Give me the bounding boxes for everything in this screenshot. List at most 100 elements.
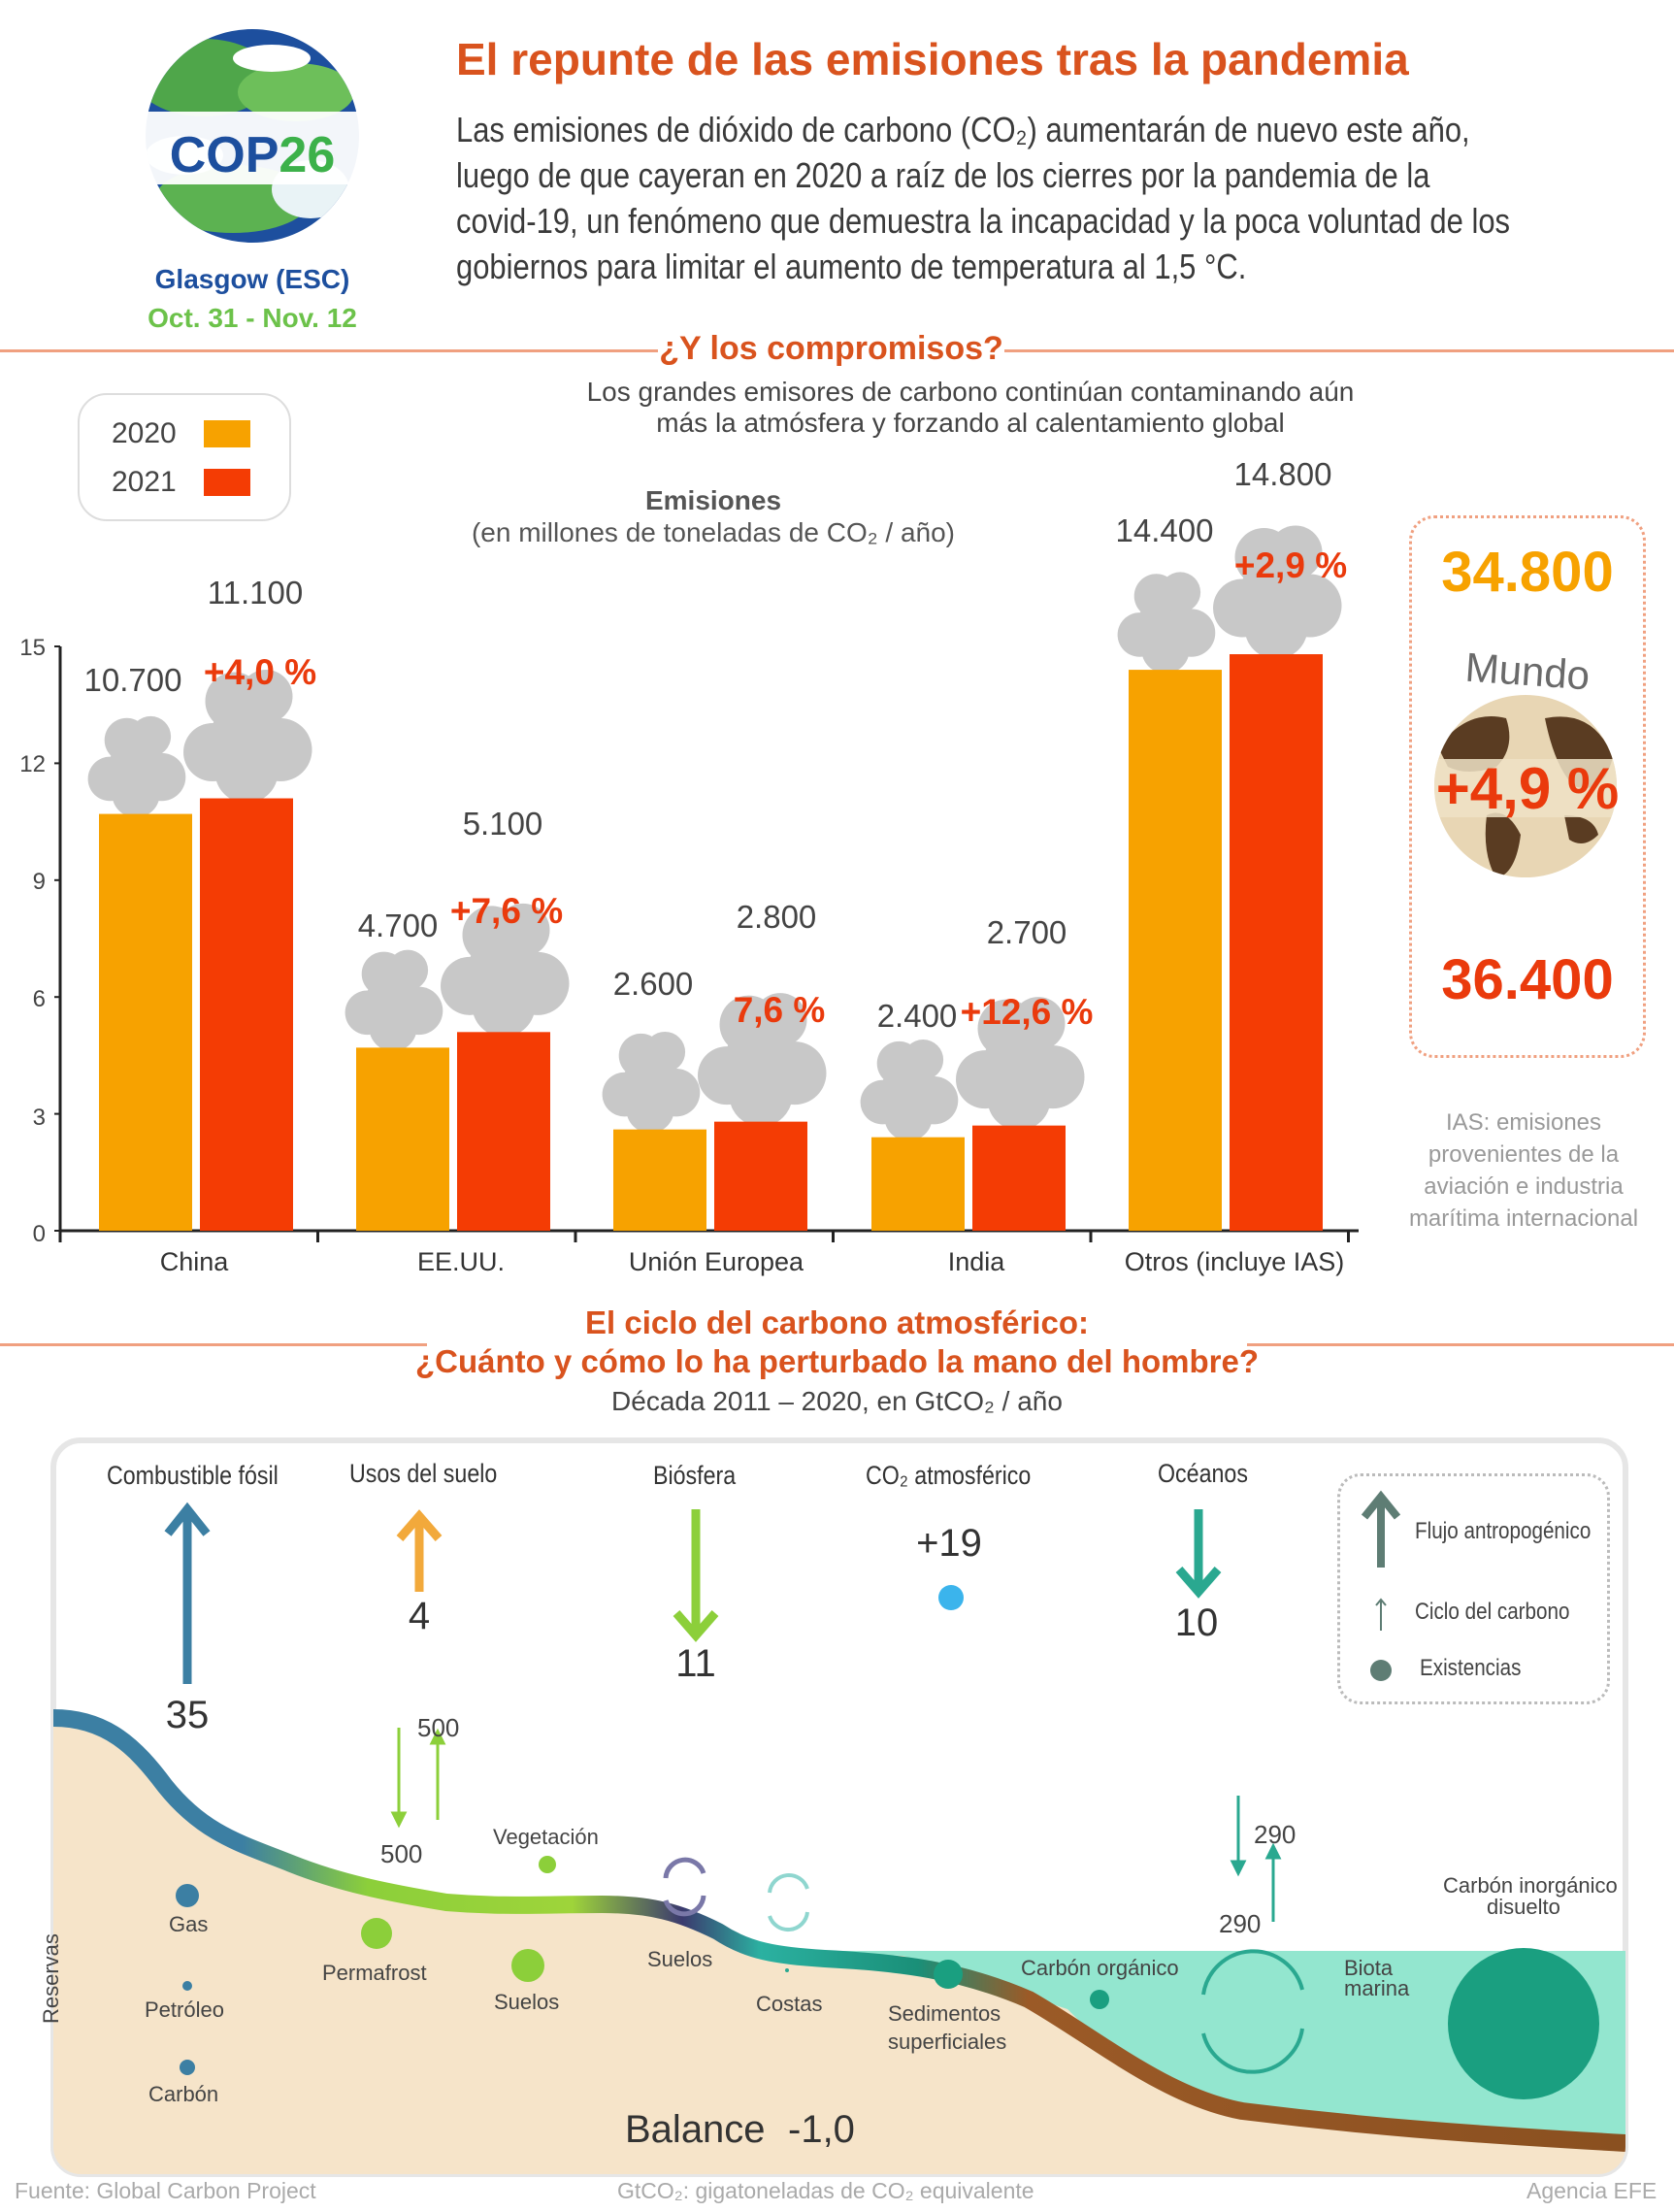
- bar-2020: [99, 813, 192, 1231]
- flow-label-land: Usos del suelo: [349, 1459, 498, 1488]
- intro-line: Las emisiones de dióxido de carbono (CO₂…: [456, 110, 1470, 149]
- y-tick: 6: [32, 986, 46, 1012]
- flow-label-ocean: Océanos: [1158, 1459, 1248, 1488]
- oil-stock-icon: [182, 1981, 192, 1991]
- flow-label-fossil: Combustible fósil: [107, 1461, 279, 1490]
- section-subtitle: Los grandes emisores de carbono continúa…: [586, 377, 1355, 407]
- bar-value-label: 2.600: [612, 966, 694, 1002]
- bar-value-label: 10.700: [83, 662, 182, 698]
- intro-line: luego de que cayeran en 2020 a raíz de l…: [456, 155, 1430, 195]
- y-tick: 12: [19, 751, 46, 777]
- bar-2021: [1230, 654, 1323, 1231]
- bar-value-label: 2.400: [876, 998, 958, 1034]
- source-footer: Fuente: Global Carbon Project: [15, 2178, 316, 2203]
- section-divider: [1004, 349, 1674, 352]
- legend-stocks-label: Existencias: [1420, 1655, 1522, 1681]
- world-globe-icon: [1434, 695, 1617, 877]
- bar-value-label: 11.100: [207, 575, 304, 611]
- smoke-cloud-icon: [345, 949, 443, 1052]
- bar-2020: [1129, 670, 1222, 1231]
- section-subtitle: Década 2011 – 2020, en GtCO₂ / año: [611, 1386, 1063, 1416]
- smoke-cloud-icon: [698, 993, 827, 1127]
- smoke-cloud-icon: [441, 903, 570, 1038]
- flow-label-atmo: CO₂ atmosférico: [866, 1461, 1032, 1490]
- logo-city: Glasgow (ESC): [154, 264, 350, 294]
- world-summary-box: [1409, 515, 1646, 1058]
- coast-cycle-icon: [768, 1872, 809, 1932]
- bar-2020: [613, 1129, 706, 1231]
- cycle-legend-icons: [1361, 1490, 1401, 1681]
- category-label: China: [159, 1247, 229, 1276]
- logo-dates: Oct. 31 - Nov. 12: [148, 303, 357, 333]
- reserves-label: Reservas: [39, 1933, 63, 2024]
- cop-text: COP: [169, 127, 279, 183]
- ocean-down-value: 290: [1219, 1909, 1262, 1938]
- ias-note-line: IAS: emisiones: [1445, 1109, 1602, 1136]
- change-label: +7,6 %: [449, 891, 564, 931]
- biosphere-down-arrow-icon: [673, 1509, 719, 1642]
- coast-label: Costas: [756, 1992, 823, 2016]
- carbon-cycle-icon: [1375, 1598, 1387, 1631]
- carbon-cycle-diagram: [50, 1437, 1628, 2177]
- bar-value-label: 14.400: [1115, 512, 1214, 548]
- unit-footer: GtCO₂: gigatoneladas de CO₂ equivalente: [617, 2178, 1034, 2203]
- vegetation-stock-icon: [539, 1856, 556, 1873]
- smoke-cloud-icon: [956, 997, 1085, 1131]
- balance-value: -1,0: [788, 2108, 855, 2151]
- ocean-down-arrow-icon: [1175, 1509, 1222, 1599]
- anthropogenic-flow-icon: [1361, 1490, 1401, 1568]
- world-2020-value: 34.800: [1441, 541, 1614, 604]
- marine-biota-label-1: Biota: [1344, 1956, 1394, 1980]
- fossil-up-arrow-icon: [164, 1502, 211, 1684]
- cycle-legend: [1337, 1473, 1610, 1704]
- flow-arrows: [164, 1502, 1222, 1684]
- flow-value-fossil: 35: [165, 1694, 210, 1736]
- vegetation-label: Vegetación: [493, 1825, 599, 1849]
- sediment-label-1: Sedimentos: [888, 2001, 1001, 2026]
- change-label: +4,0 %: [203, 652, 317, 692]
- bar-value-label: 2.800: [736, 899, 817, 935]
- permafrost-stock-icon: [361, 1918, 392, 1949]
- land-down-arrow-icon: [390, 1811, 408, 1829]
- page-title: El repunte de las emisiones tras la pand…: [456, 34, 1409, 84]
- chart-unit: (en millones de toneladas de CO₂ / año): [471, 517, 956, 547]
- chart-legend: [78, 393, 291, 521]
- category-label: India: [947, 1247, 1005, 1276]
- stocks-icon: [1370, 1660, 1392, 1681]
- world-2021-value: 36.400: [1441, 948, 1614, 1011]
- soil-label-2: Suelos: [647, 1947, 713, 1971]
- bar-value-label: 14.800: [1233, 456, 1332, 492]
- land-down-value: 500: [380, 1839, 423, 1868]
- legend-cycle-label: Ciclo del carbono: [1415, 1599, 1570, 1625]
- category-label: EE.UU.: [416, 1247, 506, 1276]
- legend-swatch-2021: [204, 469, 250, 496]
- soil-label-1: Suelos: [494, 1990, 560, 2014]
- change-label: 7,6 %: [733, 990, 826, 1030]
- world-change: +4,9 %: [1435, 756, 1620, 821]
- ocean-up-arrow-icon: [1264, 1842, 1282, 1860]
- flow-value-bio: 11: [675, 1642, 716, 1685]
- section-title: El ciclo del carbono atmosférico:: [585, 1304, 1089, 1340]
- flow-value-atmo: +19: [916, 1522, 982, 1565]
- y-tick: 9: [32, 869, 46, 895]
- sediment-stock-icon: [934, 1960, 963, 1989]
- bar-value-label: 5.100: [462, 806, 543, 842]
- land-up-arrow-icon: [396, 1509, 443, 1592]
- soil-stock-icon: [511, 1949, 544, 1982]
- cop26-text: COP26: [126, 126, 378, 184]
- ocean-down-arrow-icon: [1230, 1860, 1247, 1877]
- bar-2020: [356, 1047, 449, 1231]
- organic-carbon-stock-icon: [1090, 1990, 1109, 2009]
- emissions-bar-chart: [54, 525, 1359, 1242]
- category-label: Otros (incluye IAS): [1124, 1247, 1345, 1276]
- land-up-value: 500: [417, 1713, 460, 1742]
- smoke-cloud-icon: [1213, 525, 1342, 660]
- coal-stock-icon: [180, 2060, 195, 2075]
- section-divider: [0, 349, 658, 352]
- chart-label: Emisiones: [644, 485, 782, 515]
- change-label: +12,6 %: [960, 992, 1094, 1032]
- bar-value-label: 2.700: [986, 914, 1067, 950]
- ias-note: IAS: emisiones provenientes de la aviaci…: [1402, 1106, 1645, 1235]
- category-label: Unión Europea: [628, 1247, 804, 1276]
- cop-number: 26: [279, 127, 336, 183]
